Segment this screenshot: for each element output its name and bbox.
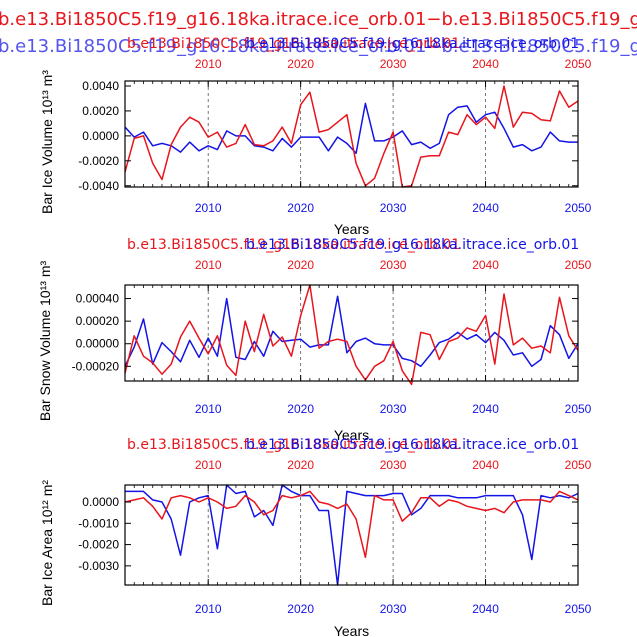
x-tick-label-bottom: 2020	[287, 201, 314, 215]
x-tick-label-bottom: 2040	[472, 602, 499, 616]
y-axis-label: Bar Ice Volume 10¹³ m³	[39, 70, 55, 214]
x-tick-label-bottom: 2030	[380, 402, 407, 416]
x-tick-label-bottom: 2030	[380, 602, 407, 616]
y-tick-label: 0.0020	[82, 104, 119, 118]
plot-frame	[124, 484, 579, 586]
y-tick-label: -0.0020	[78, 154, 119, 168]
x-tick-label-top: 2020	[287, 258, 314, 272]
y-tick-label: -0.0040	[78, 179, 119, 193]
top-title-red: b.e13.Bi1850C5.f19_g16.18ka.itrace.ice_o…	[0, 9, 637, 30]
x-tick-label-top: 2040	[472, 458, 499, 472]
plot-frame	[124, 80, 579, 188]
x-tick-label-top: 2030	[380, 57, 407, 71]
x-tick-label-bottom: 2040	[472, 402, 499, 416]
y-tick-label: 0.0000	[82, 495, 119, 509]
y-tick-label: 0.00040	[76, 292, 120, 306]
x-tick-label-bottom: 2020	[287, 402, 314, 416]
x-tick-label-top: 2020	[287, 458, 314, 472]
y-tick-label: -0.00020	[72, 359, 120, 373]
series-line-red	[124, 85, 579, 188]
series-line-blue	[124, 295, 579, 368]
x-tick-label-top: 2050	[565, 258, 592, 272]
x-axis-label: Years	[334, 427, 369, 443]
y-tick-label: 0.0040	[82, 79, 119, 93]
x-tick-label-bottom: 2020	[287, 602, 314, 616]
series-line-blue	[124, 102, 578, 155]
top-title-blue: b.e13.Bi1850C5.f19_g16.18ka.itrace.ice_o…	[0, 36, 637, 57]
y-tick-label: 0.00000	[76, 337, 120, 351]
x-tick-label-bottom: 2010	[195, 201, 222, 215]
panel-bar-ice-area: b.e13.Bi1850C5.f19_g16.18ka.itrace.ice_o…	[39, 437, 592, 637]
y-axis-label: Bar Snow Volume 10¹³ m³	[37, 261, 53, 422]
x-tick-label-top: 2010	[195, 458, 222, 472]
series-line-blue	[125, 484, 579, 586]
x-tick-label-top: 2040	[472, 258, 499, 272]
y-tick-label: -0.0010	[78, 516, 119, 530]
x-axis-label: Years	[334, 623, 369, 637]
panel-title-red: b.e13.Bi1850C5.f19_g16.18ka.itrace.ice_o…	[127, 237, 460, 253]
x-tick-label-bottom: 2010	[195, 402, 222, 416]
panel-title-red: b.e13.Bi1850C5.f19_g16.18ka.itrace.ice_o…	[127, 437, 460, 453]
panel-title-blue: b.e13.Bi1850C5.f19_g16.18ka.itrace.ice_o…	[246, 437, 579, 453]
x-tick-label-bottom: 2010	[195, 602, 222, 616]
y-axis-label: Bar Ice Area 10¹² m²	[39, 480, 55, 606]
x-tick-label-bottom: 2030	[380, 201, 407, 215]
x-tick-label-top: 2050	[565, 57, 592, 71]
panel-title-red: b.e13.Bi1850C5.f19_g16.18ka.itrace.ice_o…	[127, 36, 460, 52]
y-tick-label: -0.0020	[78, 538, 119, 552]
panel-title-blue: b.e13.Bi1850C5.f19_g16.18ka.itrace.ice_o…	[246, 36, 579, 52]
x-tick-label-top: 2040	[472, 57, 499, 71]
x-tick-label-bottom: 2040	[472, 201, 499, 215]
y-tick-label: 0.00020	[76, 314, 120, 328]
x-tick-label-bottom: 2050	[565, 201, 592, 215]
plot-frame	[124, 284, 579, 382]
series-line-red	[124, 284, 579, 386]
x-tick-label-top: 2050	[565, 458, 592, 472]
x-axis-label: Years	[334, 221, 369, 237]
x-tick-label-top: 2030	[380, 458, 407, 472]
series-line-red	[124, 490, 579, 559]
x-tick-label-top: 2010	[195, 258, 222, 272]
x-tick-label-bottom: 2050	[565, 402, 592, 416]
panel-bar-snow-volume: b.e13.Bi1850C5.f19_g16.18ka.itrace.ice_o…	[37, 237, 592, 443]
panel-bar-ice-volume: b.e13.Bi1850C5.f19_g16.18ka.itrace.ice_o…	[39, 36, 592, 237]
x-tick-label-top: 2010	[195, 57, 222, 71]
x-tick-label-top: 2030	[380, 258, 407, 272]
panel-title-blue: b.e13.Bi1850C5.f19_g16.18ka.itrace.ice_o…	[246, 237, 579, 253]
y-tick-label: -0.0030	[78, 559, 119, 573]
y-tick-label: 0.0000	[82, 129, 119, 143]
x-tick-label-bottom: 2050	[565, 602, 592, 616]
x-tick-label-top: 2020	[287, 57, 314, 71]
